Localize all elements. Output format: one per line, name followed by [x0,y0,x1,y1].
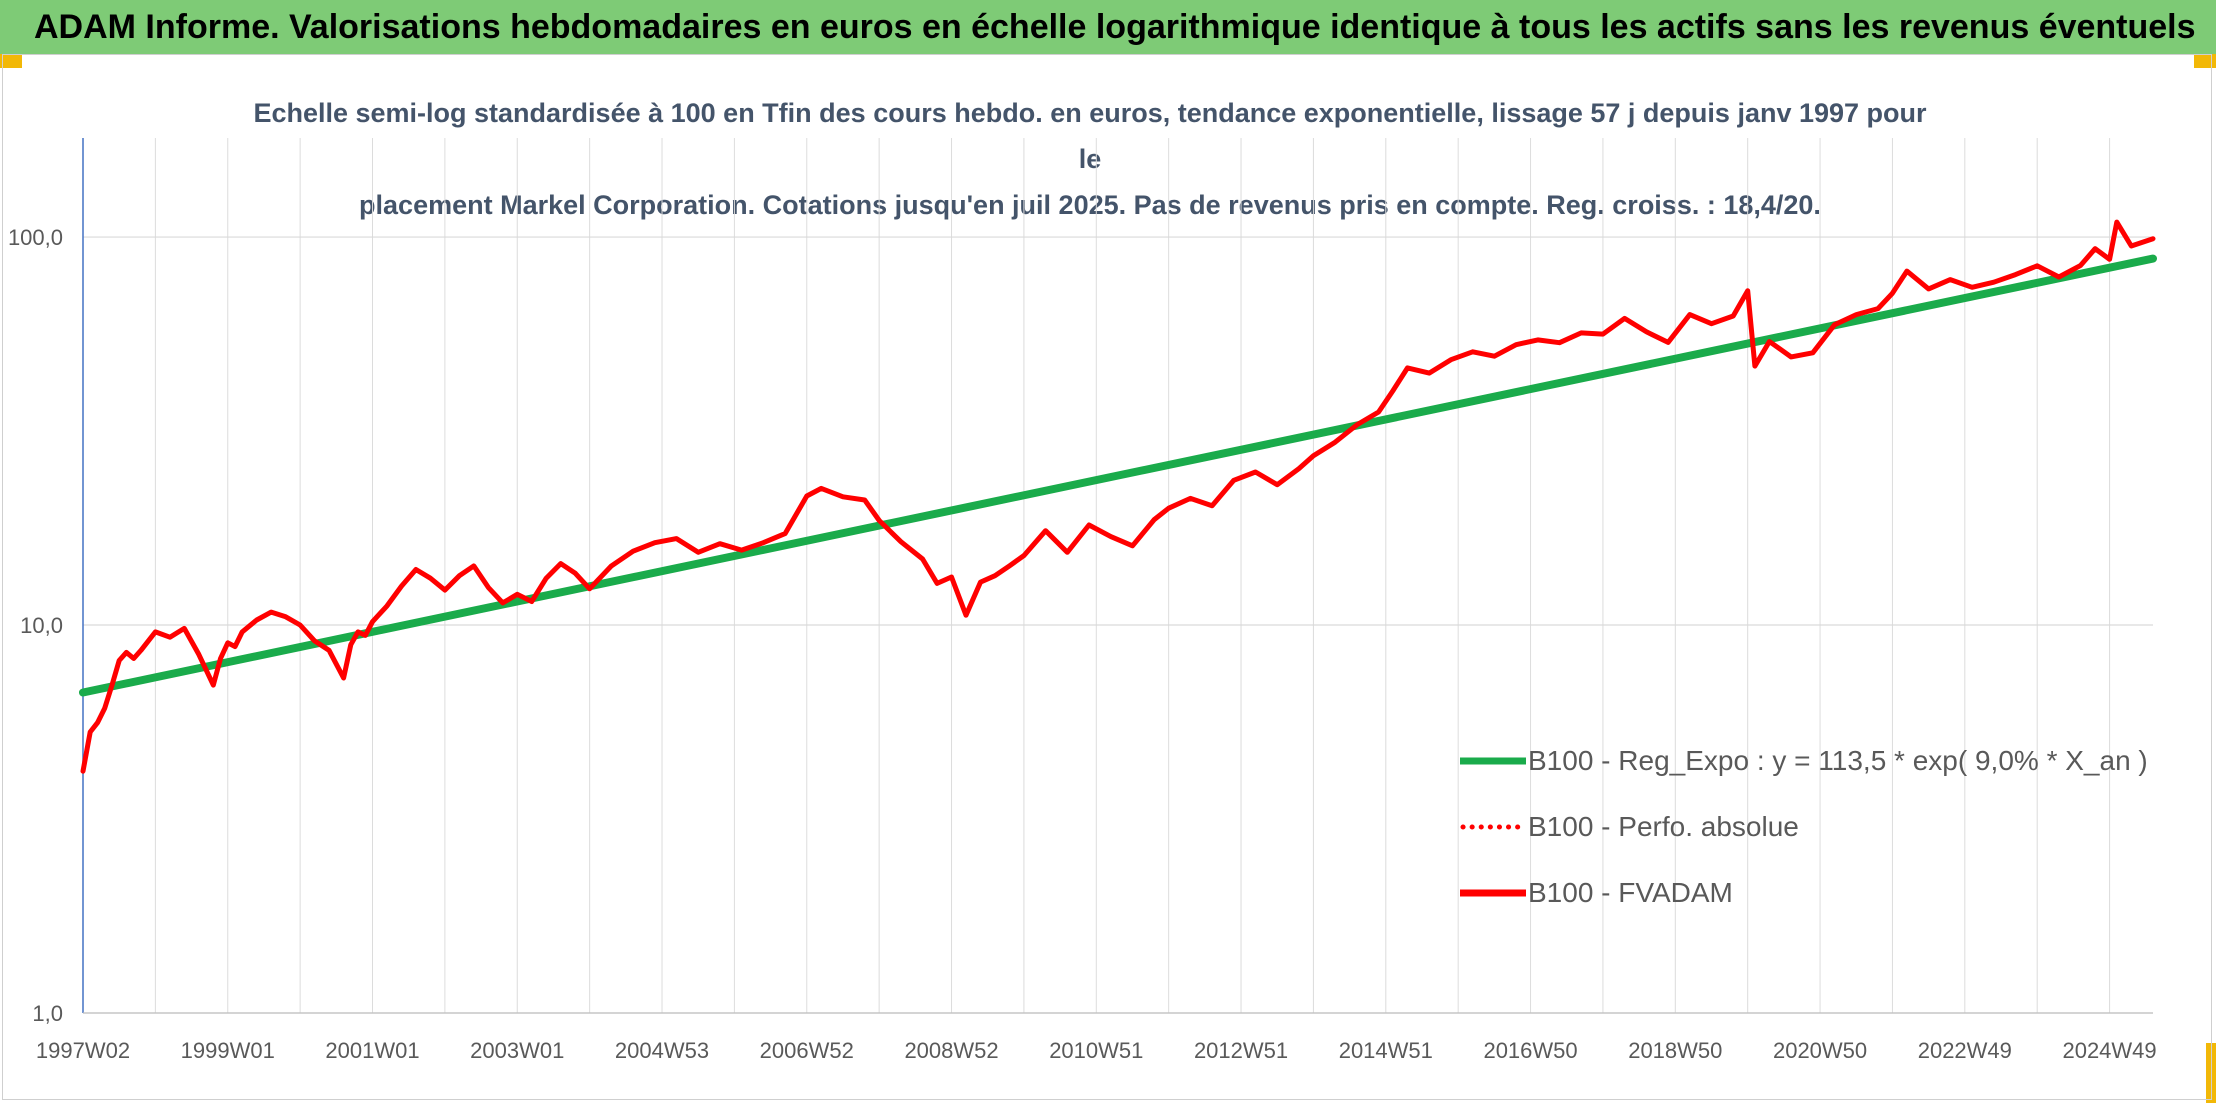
legend-swatch-regression [1460,757,1526,765]
chart-frame [2,54,2212,1100]
y-tick-label: 1,0 [32,1001,63,1026]
x-tick-label: 2006W52 [760,1038,854,1063]
x-tick-label: 2012W51 [1194,1038,1288,1063]
legend-label-fvadam: B100 - FVADAM [1528,877,1733,908]
x-tick-label: 2008W52 [904,1038,998,1063]
series-line-fvadam [80,219,2156,774]
legend-item-regression: B100 - Reg_Expo : y = 113,5 * exp( 9,0% … [1460,728,2180,794]
legend-label-perfo-absolue: B100 - Perfo. absolue [1528,811,1799,842]
corner-marker-right [2194,54,2216,68]
x-tick-label: 2001W01 [325,1038,419,1063]
chart-subtitle-line-2: placement Markel Corporation. Cotations … [359,190,1821,220]
x-tick-label: 2016W50 [1483,1038,1577,1063]
legend-item-perfo-absolue: B100 - Perfo. absolue [1460,794,2180,860]
legend-swatch-fvadam [1460,889,1526,897]
report-title-banner: ADAM Informe. Valorisations hebdomadaire… [0,0,2216,54]
x-tick-label: 2004W53 [615,1038,709,1063]
x-tick-label: 2024W49 [2062,1038,2156,1063]
corner-marker-left [0,54,22,68]
x-tick-label: 2010W51 [1049,1038,1143,1063]
x-tick-label: 2022W49 [1918,1038,2012,1063]
x-tick-label: 1997W02 [36,1038,130,1063]
chart-legend: B100 - Reg_Expo : y = 113,5 * exp( 9,0% … [1460,728,2180,926]
legend-item-fvadam: B100 - FVADAM [1460,860,2180,926]
y-tick-label: 10,0 [20,613,63,638]
x-tick-label: 2003W01 [470,1038,564,1063]
series-line-regression [79,254,2157,697]
chart-subtitle-line-1: Echelle semi-log standardisée à 100 en T… [253,98,1927,174]
y-tick-label: 100,0 [8,225,63,250]
legend-swatch-perfo-absolue [1460,824,1526,830]
legend-label-regression: B100 - Reg_Expo : y = 113,5 * exp( 9,0% … [1528,745,2148,776]
chart-subtitle: Echelle semi-log standardisée à 100 en T… [250,90,1930,228]
x-tick-label: 2014W51 [1339,1038,1433,1063]
x-tick-label: 2018W50 [1628,1038,1722,1063]
x-tick-label: 1999W01 [181,1038,275,1063]
x-tick-label: 2020W50 [1773,1038,1867,1063]
